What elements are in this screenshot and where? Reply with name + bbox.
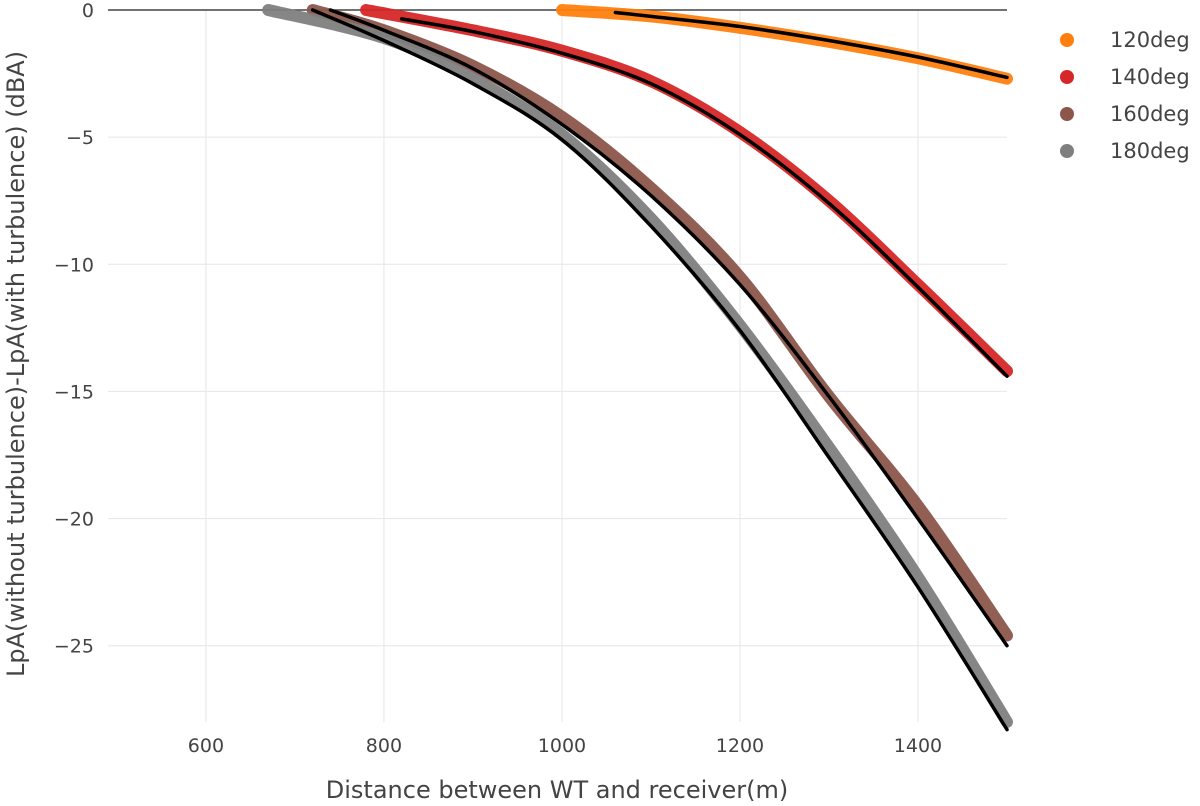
legend: 120deg 140deg 160deg 180deg — [1060, 28, 1190, 163]
legend-label-160deg: 160deg — [1110, 102, 1190, 126]
x-tick-label: 600 — [188, 735, 224, 757]
series-160deg — [306, 4, 1013, 642]
legend-marker-140deg — [1060, 70, 1074, 84]
legend-label-120deg: 120deg — [1110, 28, 1190, 52]
y-tick-label: 0 — [82, 0, 94, 22]
series-180deg — [262, 4, 1013, 728]
y-tick-label: −25 — [54, 636, 94, 658]
y-tick-label: −15 — [54, 381, 94, 403]
fit-line-120deg — [613, 10, 1009, 80]
x-tick-label: 800 — [366, 735, 402, 757]
legend-marker-180deg — [1060, 144, 1074, 158]
x-axis-title: Distance between WT and receiver(m) — [326, 776, 788, 804]
y-axis-title: LpA(without turbulence)-LpA(with turbule… — [2, 51, 30, 677]
fit-line-160deg — [328, 8, 1009, 648]
legend-label-140deg: 140deg — [1110, 65, 1190, 89]
x-tick-label: 1000 — [538, 735, 586, 757]
x-tick-label: 1400 — [894, 735, 942, 757]
fit-line-140deg — [399, 17, 1009, 378]
y-tick-label: −10 — [54, 254, 94, 276]
fit-layer — [310, 8, 1009, 732]
legend-marker-160deg — [1060, 107, 1074, 121]
x-tick-labels: 600 800 1000 1200 1400 — [188, 735, 942, 757]
fit-line-180deg — [310, 8, 1009, 732]
y-tick-label: −5 — [66, 127, 94, 149]
legend-label-180deg: 180deg — [1110, 139, 1190, 163]
x-tick-label: 1200 — [716, 735, 764, 757]
y-tick-label: −20 — [54, 509, 94, 531]
legend-marker-120deg — [1060, 33, 1074, 47]
series-layer — [262, 4, 1013, 728]
y-tick-labels: 0 −5 −10 −15 −20 −25 — [54, 0, 94, 658]
